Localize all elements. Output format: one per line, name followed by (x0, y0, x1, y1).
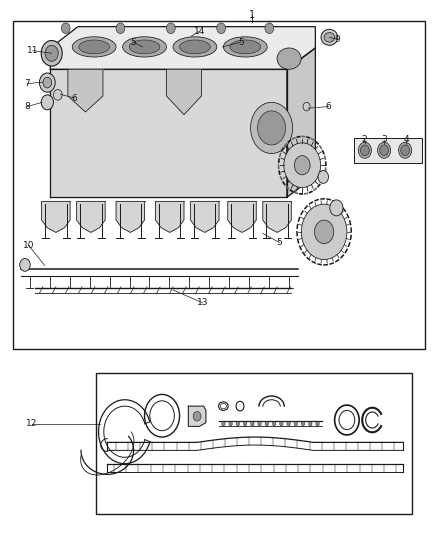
Circle shape (116, 23, 125, 34)
Circle shape (399, 142, 412, 158)
Polygon shape (50, 27, 315, 69)
Circle shape (53, 90, 62, 100)
Circle shape (43, 77, 52, 88)
Circle shape (287, 422, 290, 426)
Circle shape (39, 73, 55, 92)
Circle shape (41, 41, 62, 66)
Circle shape (61, 23, 70, 34)
Ellipse shape (324, 33, 335, 42)
Circle shape (301, 422, 305, 426)
Text: 10: 10 (23, 241, 34, 249)
Text: 13: 13 (197, 298, 208, 307)
Circle shape (244, 422, 247, 426)
Circle shape (279, 422, 283, 426)
Polygon shape (50, 69, 287, 197)
Text: 4: 4 (404, 135, 409, 144)
Bar (96, 373, 412, 514)
Bar (354, 138, 422, 163)
Text: 5: 5 (276, 238, 283, 247)
Circle shape (401, 145, 410, 156)
Circle shape (236, 422, 240, 426)
Text: 9: 9 (334, 35, 340, 44)
Ellipse shape (180, 40, 210, 54)
Ellipse shape (79, 40, 110, 54)
Text: 14: 14 (194, 27, 205, 36)
Circle shape (301, 204, 347, 260)
Circle shape (222, 422, 225, 426)
Circle shape (258, 111, 286, 145)
Ellipse shape (321, 29, 338, 45)
Circle shape (20, 259, 30, 271)
Polygon shape (188, 406, 206, 426)
Text: 5: 5 (238, 38, 244, 46)
Ellipse shape (277, 48, 301, 69)
Circle shape (358, 142, 371, 158)
Circle shape (166, 23, 175, 34)
Polygon shape (77, 201, 105, 232)
Ellipse shape (123, 37, 166, 57)
Text: 3: 3 (381, 135, 387, 144)
Text: 5: 5 (131, 38, 137, 46)
Circle shape (330, 200, 343, 216)
Circle shape (318, 171, 328, 183)
Polygon shape (42, 201, 70, 232)
Polygon shape (263, 201, 291, 232)
Ellipse shape (223, 37, 267, 57)
Text: 6: 6 (71, 94, 78, 102)
Circle shape (251, 102, 293, 154)
Text: 6: 6 (325, 102, 332, 111)
Circle shape (294, 422, 297, 426)
Circle shape (314, 220, 334, 244)
Circle shape (265, 422, 268, 426)
Polygon shape (155, 201, 184, 232)
Circle shape (316, 422, 319, 426)
Circle shape (303, 102, 310, 111)
Polygon shape (116, 201, 145, 232)
Circle shape (265, 23, 274, 34)
Circle shape (272, 422, 276, 426)
Ellipse shape (173, 37, 217, 57)
Text: 8: 8 (24, 102, 30, 111)
Ellipse shape (72, 37, 116, 57)
Text: 11: 11 (27, 46, 39, 55)
Polygon shape (287, 48, 315, 197)
Polygon shape (228, 201, 256, 232)
Circle shape (378, 142, 391, 158)
Ellipse shape (129, 40, 160, 54)
Ellipse shape (230, 40, 261, 54)
Circle shape (229, 422, 233, 426)
Circle shape (251, 422, 254, 426)
Circle shape (308, 422, 312, 426)
Circle shape (258, 422, 261, 426)
Text: 1: 1 (249, 10, 255, 20)
Polygon shape (191, 201, 219, 232)
Circle shape (360, 145, 369, 156)
Text: 12: 12 (26, 419, 37, 428)
Text: 7: 7 (24, 79, 30, 88)
Circle shape (284, 143, 321, 188)
Bar (13, 21, 425, 349)
Circle shape (193, 411, 201, 421)
Circle shape (380, 145, 389, 156)
Text: 2: 2 (362, 135, 367, 144)
Circle shape (45, 45, 58, 61)
Circle shape (217, 23, 226, 34)
Circle shape (41, 95, 53, 110)
Polygon shape (68, 69, 103, 112)
Circle shape (294, 156, 310, 175)
Polygon shape (166, 69, 201, 115)
